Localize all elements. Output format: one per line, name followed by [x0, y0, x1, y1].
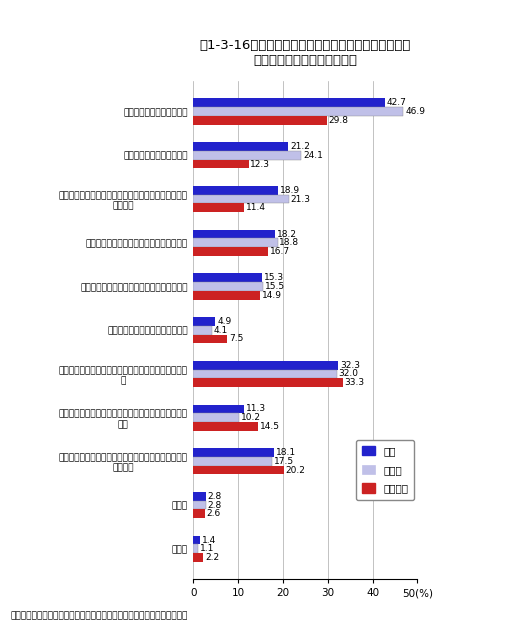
Text: 15.3: 15.3 — [264, 273, 284, 282]
Text: 資料：科学技術庁「民間企業の研究活動に関する調査」（平成１１年度）: 資料：科学技術庁「民間企業の研究活動に関する調査」（平成１１年度） — [10, 611, 187, 620]
Bar — [193, 553, 203, 562]
Text: 12.3: 12.3 — [250, 159, 270, 169]
Bar — [193, 326, 212, 335]
Bar — [193, 194, 289, 203]
Bar — [193, 510, 205, 518]
Bar — [193, 369, 337, 378]
Title: 第1-3-16図　民間企業で講じている研究者・技術者の
倫理観等を高めるための方策: 第1-3-16図 民間企業で講じている研究者・技術者の 倫理観等を高めるための方… — [200, 39, 411, 67]
Text: 16.7: 16.7 — [270, 247, 290, 256]
Text: 17.5: 17.5 — [274, 457, 294, 466]
Text: 33.3: 33.3 — [345, 378, 364, 387]
Text: 4.1: 4.1 — [214, 326, 228, 335]
Text: 4.9: 4.9 — [217, 317, 232, 326]
Text: 32.3: 32.3 — [340, 361, 360, 369]
Text: 7.5: 7.5 — [229, 335, 243, 343]
Bar — [193, 545, 199, 553]
Text: 32.0: 32.0 — [338, 369, 358, 378]
Bar — [193, 492, 206, 501]
Text: 21.2: 21.2 — [290, 142, 310, 151]
Text: 29.8: 29.8 — [329, 116, 349, 125]
Text: 42.7: 42.7 — [386, 98, 406, 107]
Text: 24.1: 24.1 — [303, 151, 323, 160]
Text: 18.1: 18.1 — [276, 448, 296, 457]
Bar — [193, 317, 215, 326]
Text: 10.2: 10.2 — [241, 413, 261, 422]
Bar — [193, 186, 278, 194]
Bar — [193, 107, 404, 116]
Text: 18.8: 18.8 — [279, 238, 299, 247]
Bar — [193, 501, 206, 510]
Bar — [193, 335, 227, 343]
Text: 18.2: 18.2 — [277, 229, 297, 239]
Bar — [193, 413, 239, 422]
Text: 11.4: 11.4 — [246, 203, 266, 212]
Text: 11.3: 11.3 — [246, 404, 266, 414]
Bar — [193, 159, 248, 168]
Bar — [193, 282, 263, 291]
Bar — [193, 291, 260, 300]
Bar — [193, 273, 262, 282]
Text: 2.8: 2.8 — [208, 492, 222, 501]
Text: 1.1: 1.1 — [200, 545, 214, 553]
Bar — [193, 404, 244, 413]
Bar — [193, 239, 277, 247]
Bar — [193, 230, 275, 239]
Text: 20.2: 20.2 — [286, 465, 305, 475]
Bar — [193, 116, 327, 125]
Bar — [193, 448, 274, 457]
Bar — [193, 422, 259, 430]
Text: 14.9: 14.9 — [262, 291, 282, 300]
Bar — [193, 247, 268, 256]
Text: 14.5: 14.5 — [260, 422, 280, 431]
Text: 46.9: 46.9 — [405, 107, 426, 116]
Bar — [193, 536, 200, 545]
Text: 1.4: 1.4 — [202, 536, 216, 545]
Text: 2.6: 2.6 — [207, 510, 221, 518]
Bar — [193, 98, 385, 107]
Bar — [193, 466, 284, 475]
Bar — [193, 457, 272, 466]
Text: 15.5: 15.5 — [265, 282, 285, 291]
Text: 2.2: 2.2 — [205, 553, 219, 562]
Text: 2.8: 2.8 — [208, 500, 222, 510]
Text: 18.9: 18.9 — [280, 186, 300, 195]
Legend: 全体, 製造業, 非製造業: 全体, 製造業, 非製造業 — [356, 440, 414, 500]
Bar — [193, 378, 343, 387]
Bar — [193, 142, 289, 151]
Text: 21.3: 21.3 — [291, 194, 310, 204]
Bar — [193, 361, 338, 369]
Bar — [193, 203, 244, 212]
Bar — [193, 151, 301, 159]
